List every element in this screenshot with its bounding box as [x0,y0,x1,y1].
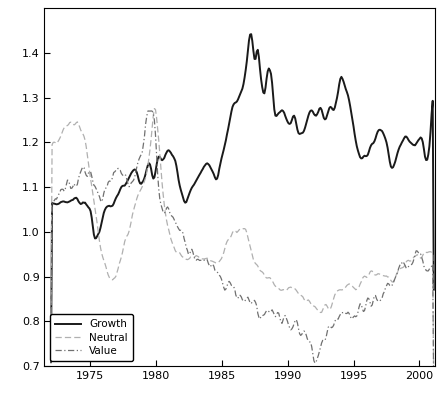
Growth [333,100,339,105]
Neutral [215,260,221,265]
Value [333,317,339,322]
Value [291,321,297,326]
Neutral [48,322,54,326]
Growth [48,360,54,365]
Value [281,318,286,322]
Line: Neutral: Neutral [51,109,434,395]
Growth [367,145,373,150]
Neutral [333,291,339,295]
Value [148,109,154,113]
Line: Growth: Growth [51,34,434,362]
Growth [281,109,286,113]
Legend: Growth, Neutral, Value: Growth, Neutral, Value [50,314,133,361]
Growth [270,94,276,99]
Value [215,271,221,275]
Value [48,361,54,366]
Value [270,310,276,314]
Neutral [152,106,157,111]
Line: Value: Value [51,111,434,398]
Neutral [270,280,276,285]
Growth [214,176,220,181]
Growth [431,287,436,292]
Neutral [291,286,297,291]
Value [367,300,373,304]
Growth [291,113,297,118]
Neutral [367,270,373,275]
Neutral [431,393,436,398]
Neutral [281,287,286,292]
Growth [249,32,254,37]
